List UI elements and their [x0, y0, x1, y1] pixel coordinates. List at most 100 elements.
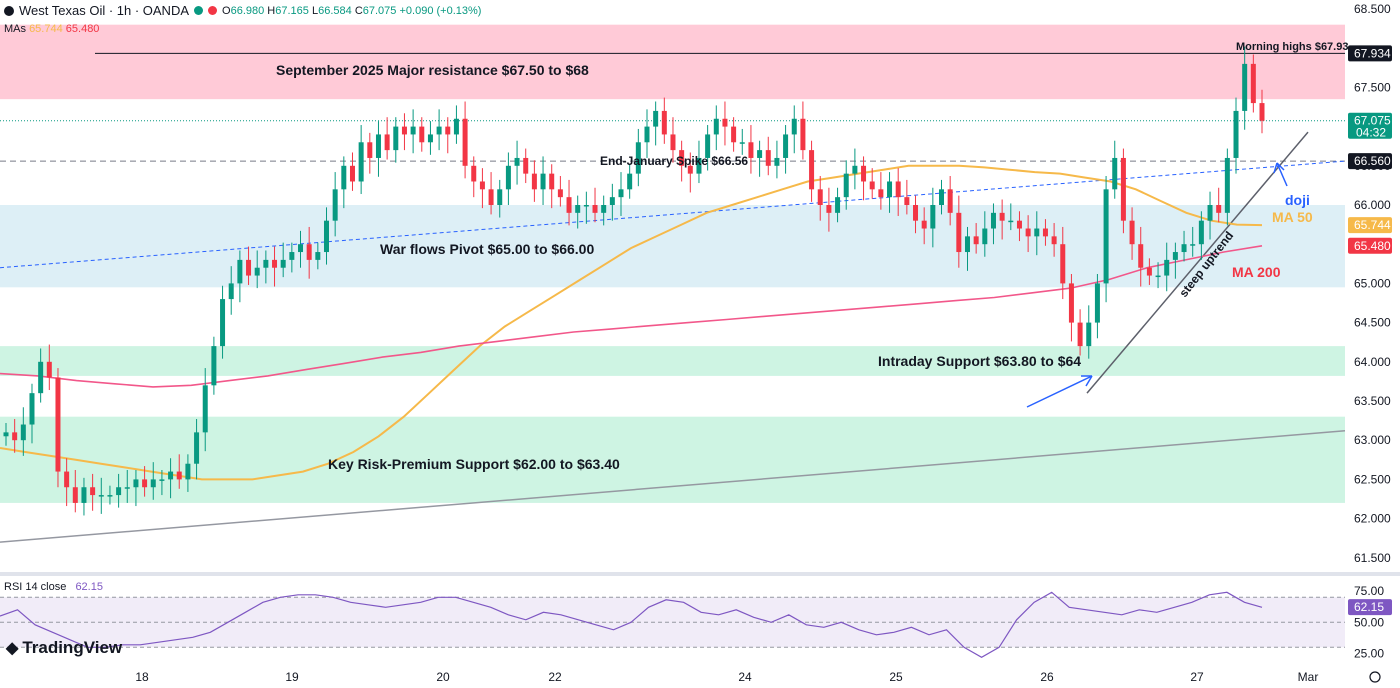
- candle-body: [939, 189, 945, 205]
- candle-body: [1051, 236, 1057, 245]
- candle-body: [644, 126, 650, 143]
- candle-body: [757, 150, 763, 158]
- candle-body: [81, 487, 87, 503]
- candle-body: [601, 205, 607, 213]
- symbol-title[interactable]: West Texas Oil · 1h · OANDA: [19, 3, 190, 18]
- rsi-line: [0, 591, 1263, 658]
- candle-body: [228, 283, 234, 300]
- candle-body: [142, 479, 148, 488]
- ma50-value: 65.744: [29, 23, 63, 35]
- candle-body: [315, 252, 321, 260]
- candle-body: [332, 189, 338, 221]
- candle-body: [852, 165, 858, 174]
- doji-label: doji: [1285, 192, 1310, 208]
- candle-body: [540, 173, 546, 190]
- candle-body: [453, 118, 459, 135]
- candle-body: [1250, 63, 1256, 104]
- candle-body: [150, 479, 156, 488]
- market-open-icon: [194, 6, 204, 15]
- candle-body: [687, 165, 693, 174]
- candle-body: [168, 471, 174, 480]
- rsi-label: RSI 14 close: [4, 581, 67, 593]
- candle-body: [445, 126, 451, 135]
- candle-body: [246, 259, 252, 276]
- candle-body: [98, 495, 104, 497]
- candle-body: [358, 142, 364, 182]
- candle-body: [731, 126, 737, 143]
- candle-body: [835, 197, 841, 213]
- candle-body: [410, 126, 416, 135]
- x-tick-label: 20: [436, 670, 450, 684]
- candle-body: [592, 205, 598, 213]
- candle-body: [462, 118, 468, 166]
- candle-body: [1181, 244, 1187, 253]
- candle-body: [913, 205, 919, 221]
- steep-uptrend-line: [1086, 131, 1309, 394]
- key-support-label: Key Risk-Premium Support $62.00 to $63.4…: [328, 456, 620, 472]
- candle-body: [1112, 157, 1118, 190]
- x-tick-label: 22: [548, 670, 562, 684]
- x-tick-label: 26: [1040, 670, 1054, 684]
- ma-legend[interactable]: MAs 65.744 65.480: [4, 23, 99, 35]
- candle-body: [887, 181, 893, 198]
- price-pill: [1348, 112, 1392, 139]
- y-tick-label: 63.500: [1354, 394, 1391, 408]
- end-january-spike-label: End-January Spike $66.56: [600, 154, 748, 168]
- candle-body: [1242, 63, 1248, 111]
- y-tick-label: 61.500: [1354, 551, 1391, 565]
- candle-body: [1216, 205, 1222, 213]
- candle-body: [1224, 157, 1230, 213]
- candle-body: [661, 110, 667, 135]
- candle-body: [696, 157, 702, 174]
- support-arrow: [1026, 375, 1093, 408]
- pane-separator: [0, 572, 1400, 576]
- candle-body: [254, 267, 260, 276]
- candle-body: [64, 471, 70, 488]
- candle-body: [323, 220, 329, 253]
- doji-arrow-head: [1273, 162, 1285, 174]
- candle-body: [427, 134, 433, 143]
- candle-body: [878, 189, 884, 198]
- candle-body: [653, 110, 659, 127]
- candle-body: [116, 487, 122, 496]
- candle-body: [1138, 244, 1144, 268]
- rsi-legend[interactable]: RSI 14 close 62.15: [4, 581, 103, 593]
- candle-body: [436, 126, 442, 135]
- candle-body: [783, 134, 789, 158]
- rsi-pill-text: 62.15: [1354, 600, 1384, 614]
- price-pill-text: 67.934: [1354, 46, 1391, 60]
- rsi-tick-label: 25.00: [1354, 647, 1384, 661]
- candle-body: [1016, 220, 1022, 229]
- candle-body: [38, 361, 44, 394]
- candle-body: [1103, 189, 1109, 284]
- candle-body: [471, 165, 477, 182]
- candle-body: [895, 181, 901, 198]
- price-pill: [1348, 217, 1392, 234]
- rsi-tick-label: 50.00: [1354, 615, 1384, 629]
- price-pill: [1348, 153, 1392, 170]
- candle-body: [124, 487, 130, 489]
- brand-label: TradingView: [22, 638, 123, 657]
- close-value: 67.075: [362, 4, 397, 17]
- tradingview-logo[interactable]: ◆ TradingView: [6, 638, 122, 658]
- ma50-annotation: MA 50: [1272, 209, 1313, 225]
- candle-body: [479, 181, 485, 190]
- candle-body: [609, 197, 615, 205]
- candle-body: [133, 479, 139, 488]
- candle-body: [713, 118, 719, 135]
- candle-body: [185, 463, 191, 480]
- y-tick-label: 62.000: [1354, 512, 1391, 526]
- intraday-support-label: Intraday Support $63.80 to $64: [878, 353, 1081, 369]
- candle-body: [826, 205, 832, 213]
- ma200-line: [0, 245, 1263, 388]
- candle-body: [393, 126, 399, 151]
- candle-body: [679, 150, 685, 166]
- candle-body: [722, 118, 728, 127]
- candle-body: [999, 212, 1005, 221]
- zone-war-flows-pivot: [0, 205, 1345, 288]
- candle-body: [72, 487, 78, 503]
- candle-body: [531, 173, 537, 190]
- symbol-logo-icon: [4, 5, 14, 16]
- y-tick-label: 64.500: [1354, 316, 1391, 330]
